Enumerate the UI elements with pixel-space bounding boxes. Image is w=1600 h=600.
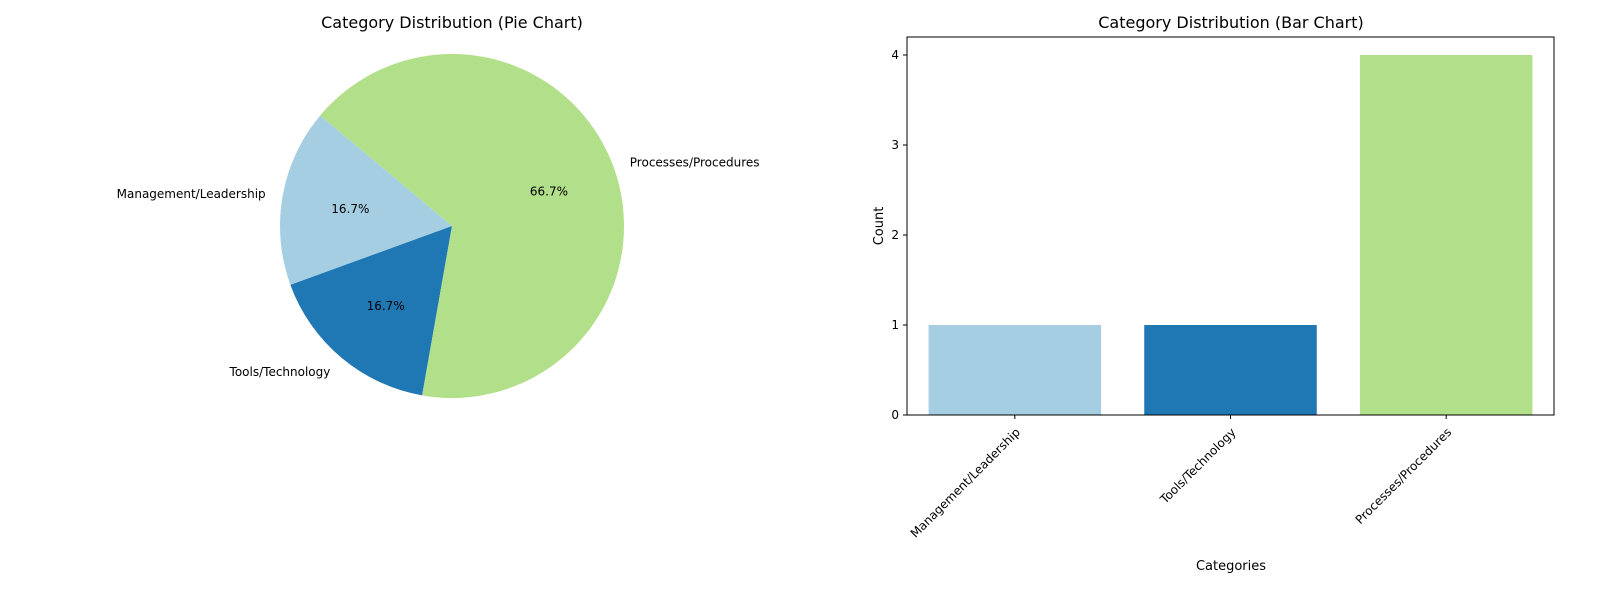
pie-category-label-tools-technology: Tools/Technology bbox=[229, 365, 331, 379]
pie-chart-panel: Category Distribution (Pie Chart) 16.7% M… bbox=[117, 13, 760, 398]
bar-y-tick-label: 4 bbox=[891, 48, 899, 62]
pie-slice-management-leadership bbox=[280, 115, 452, 285]
pie-chart-title: Category Distribution (Pie Chart) bbox=[321, 13, 583, 32]
bar-x-tick-label-processes-procedures: Processes/Procedures bbox=[1353, 425, 1455, 527]
bar-x-tick-label-management-leadership: Management/Leadership bbox=[908, 425, 1023, 540]
bar-y-ticks: 0 1 2 3 4 bbox=[891, 48, 907, 422]
pie-slice-tools-technology bbox=[290, 226, 452, 396]
bar-tools-technology bbox=[1144, 325, 1317, 415]
pie-category-label-processes-procedures: Processes/Procedures bbox=[630, 155, 760, 169]
bar-bars bbox=[928, 55, 1533, 415]
bar-management-leadership bbox=[928, 325, 1102, 415]
bar-y-tick-label: 2 bbox=[891, 228, 899, 242]
pie-percent-label-management-leadership: 16.7% bbox=[331, 202, 369, 216]
pie-percent-label-processes-procedures: 66.7% bbox=[530, 185, 568, 199]
bar-x-axis-label: Categories bbox=[1196, 559, 1266, 574]
bar-x-ticks: Management/Leadership Tools/Technology Pro… bbox=[908, 415, 1455, 541]
pie-percent-label-tools-technology: 16.7% bbox=[367, 299, 405, 313]
bar-y-tick-label: 1 bbox=[891, 318, 899, 332]
bar-y-tick-label: 3 bbox=[891, 138, 899, 152]
pie-slice-processes-procedures bbox=[320, 53, 624, 398]
pie-slices bbox=[280, 53, 624, 398]
bar-y-tick-label: 0 bbox=[891, 408, 899, 422]
bar-x-tick-label-tools-technology: Tools/Technology bbox=[1157, 425, 1239, 507]
bar-chart-title: Category Distribution (Bar Chart) bbox=[1098, 13, 1364, 32]
pie-labels: 16.7% Management/Leadership 16.7% Tools/Tec… bbox=[117, 155, 760, 379]
bar-y-axis-label: Count bbox=[872, 207, 887, 246]
pie-category-label-management-leadership: Management/Leadership bbox=[117, 187, 266, 201]
bar-chart-panel: Category Distribution (Bar Chart) 01234 … bbox=[872, 13, 1555, 574]
bar-processes-procedures bbox=[1359, 55, 1533, 415]
